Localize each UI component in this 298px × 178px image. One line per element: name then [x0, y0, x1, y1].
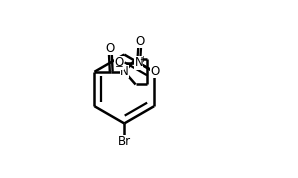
Text: O: O [114, 56, 123, 69]
Text: O: O [135, 35, 144, 48]
Text: N: N [134, 56, 143, 69]
Text: −: − [115, 62, 124, 72]
Text: Br: Br [118, 135, 131, 148]
Text: N: N [120, 65, 129, 78]
Text: O: O [106, 42, 115, 55]
Text: +: + [139, 55, 146, 64]
Text: O: O [150, 65, 160, 78]
